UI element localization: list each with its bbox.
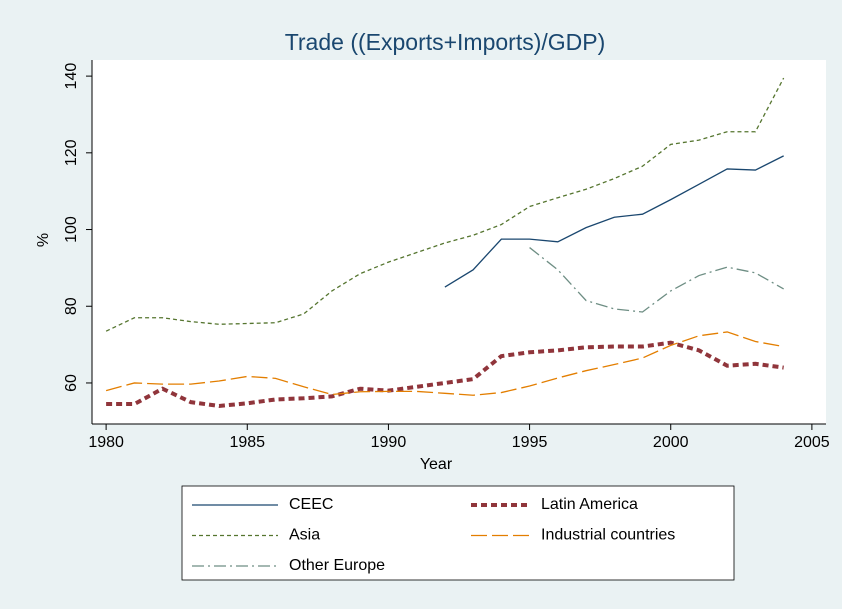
y-tick-label: 120 — [63, 139, 80, 166]
plot-area — [92, 60, 826, 424]
x-tick-label: 2005 — [794, 434, 830, 451]
series-line — [105, 77, 785, 332]
legend — [181, 485, 735, 581]
x-tick-label: 1990 — [371, 434, 407, 451]
y-tick-label: 80 — [63, 297, 80, 315]
legend-label: Other Europe — [289, 557, 385, 574]
x-tick-label: 1985 — [229, 434, 265, 451]
x-axis-label: Year — [420, 456, 453, 473]
legend-label: Latin America — [541, 496, 638, 513]
y-tick-label: 60 — [63, 374, 80, 392]
y-tick-label: 140 — [63, 63, 80, 90]
series-line — [105, 331, 784, 396]
series-line — [444, 155, 784, 288]
x-tick-label: 1980 — [88, 434, 124, 451]
x-tick-label: 2000 — [653, 434, 689, 451]
x-tick-label: 1995 — [512, 434, 548, 451]
legend-label: Industrial countries — [541, 527, 675, 544]
y-tick-label: 100 — [63, 216, 80, 243]
series-line — [529, 247, 784, 313]
y-axis-label: % — [35, 233, 52, 247]
chart-title: Trade ((Exports+Imports)/GDP) — [285, 29, 606, 55]
series-line — [106, 340, 784, 408]
legend-label: CEEC — [289, 496, 333, 513]
legend-label: Asia — [289, 527, 320, 544]
